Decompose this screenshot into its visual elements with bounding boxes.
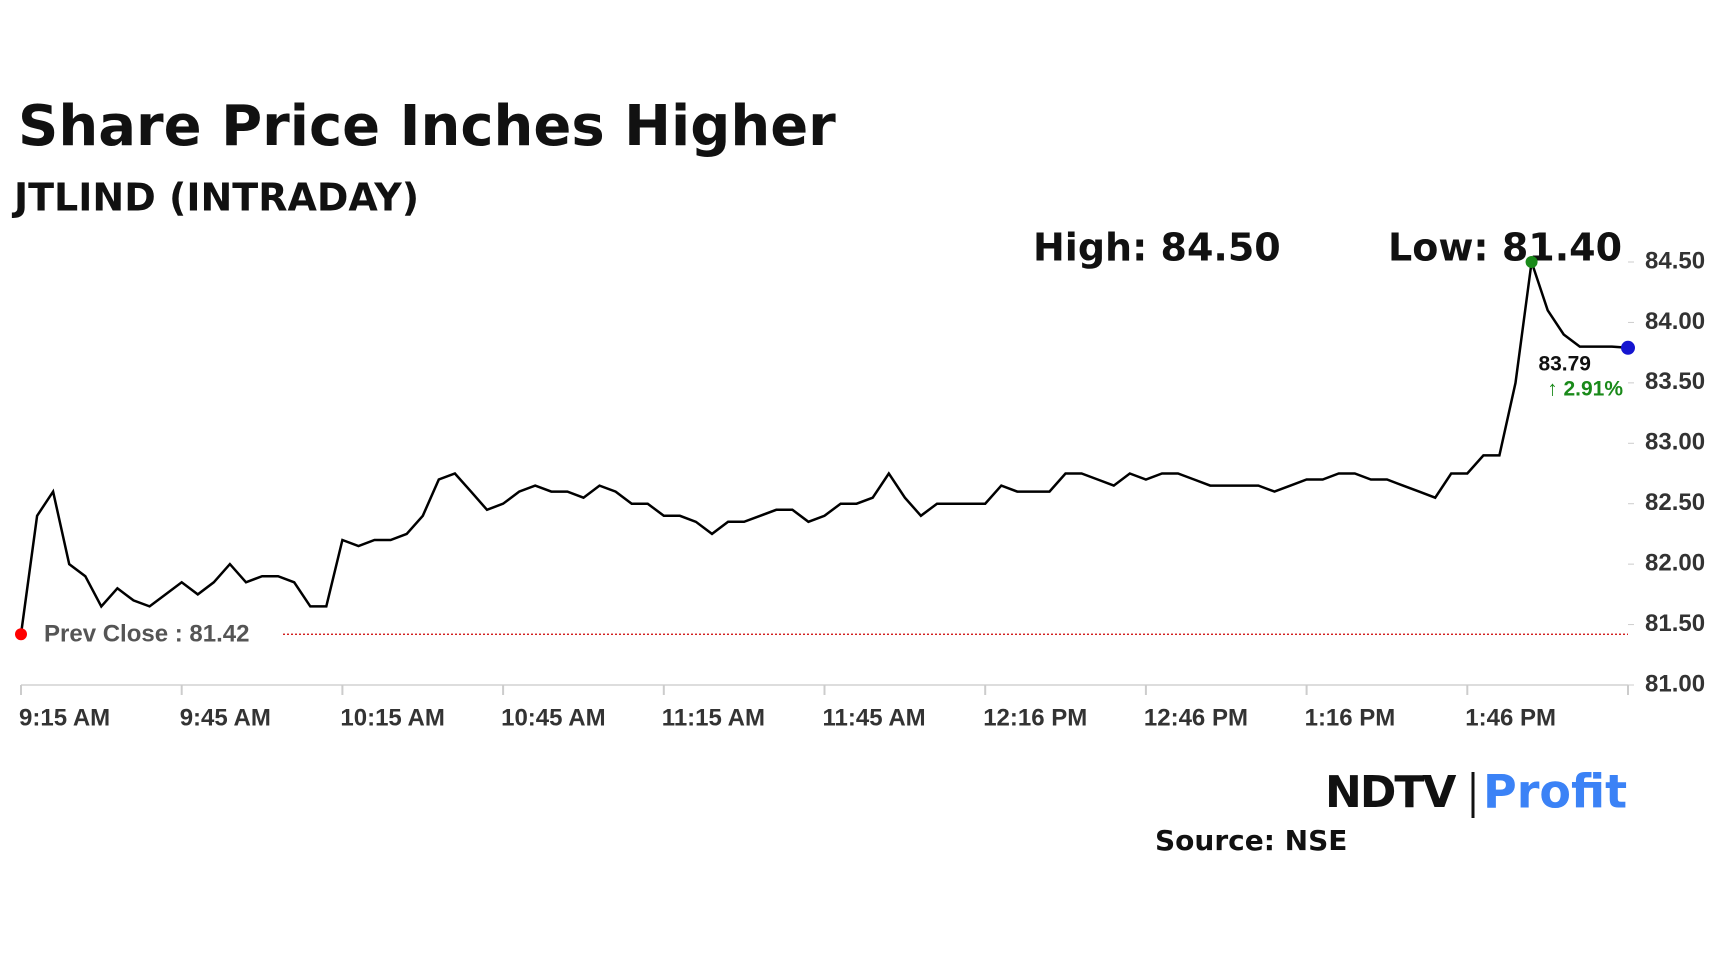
y-tick-label: 81.50 [1645, 610, 1705, 637]
y-tick-label: 82.00 [1645, 549, 1705, 576]
prev-close-label: Prev Close : 81.42 [44, 621, 249, 648]
source: Source: NSE [1155, 824, 1347, 857]
high-dot [1525, 256, 1538, 268]
x-tick-label: 9:45 AM [180, 704, 271, 731]
change-label: ↑ 2.91% [1547, 377, 1623, 400]
chart-title: Share Price Inches Higher [18, 94, 836, 159]
y-tick-label: 81.00 [1645, 670, 1705, 697]
low-label: Low: 81.40 [1388, 226, 1622, 270]
y-tick-label: 84.00 [1645, 308, 1705, 335]
x-tick-label: 11:45 AM [823, 704, 926, 731]
y-tick-label: 83.50 [1645, 368, 1705, 395]
y-tick-label: 84.50 [1645, 247, 1705, 274]
logo-profit: Profit [1483, 765, 1627, 819]
x-tick-label: 12:46 PM [1144, 704, 1248, 731]
x-tick-label: 11:15 AM [662, 704, 765, 731]
last-value-label: 83.79 [1538, 352, 1591, 375]
chart-subtitle: JTLIND (INTRADAY) [11, 176, 419, 220]
x-tick-label: 10:45 AM [501, 704, 605, 731]
prev-close-dot [15, 628, 27, 641]
price-line [19, 261, 1629, 635]
x-tick-label: 1:46 PM [1465, 704, 1556, 731]
x-tick-label: 1:16 PM [1305, 704, 1396, 731]
y-tick-label: 83.00 [1645, 429, 1705, 456]
high-label: High: 84.50 [1033, 226, 1281, 270]
logo-ndtv: NDTV [1325, 767, 1456, 818]
x-tick-label: 12:16 PM [983, 704, 1087, 731]
x-tick-label: 10:15 AM [340, 704, 444, 731]
x-tick-label: 9:15 AM [19, 704, 110, 731]
last-dot [1621, 340, 1635, 355]
y-tick-label: 82.50 [1645, 489, 1705, 516]
